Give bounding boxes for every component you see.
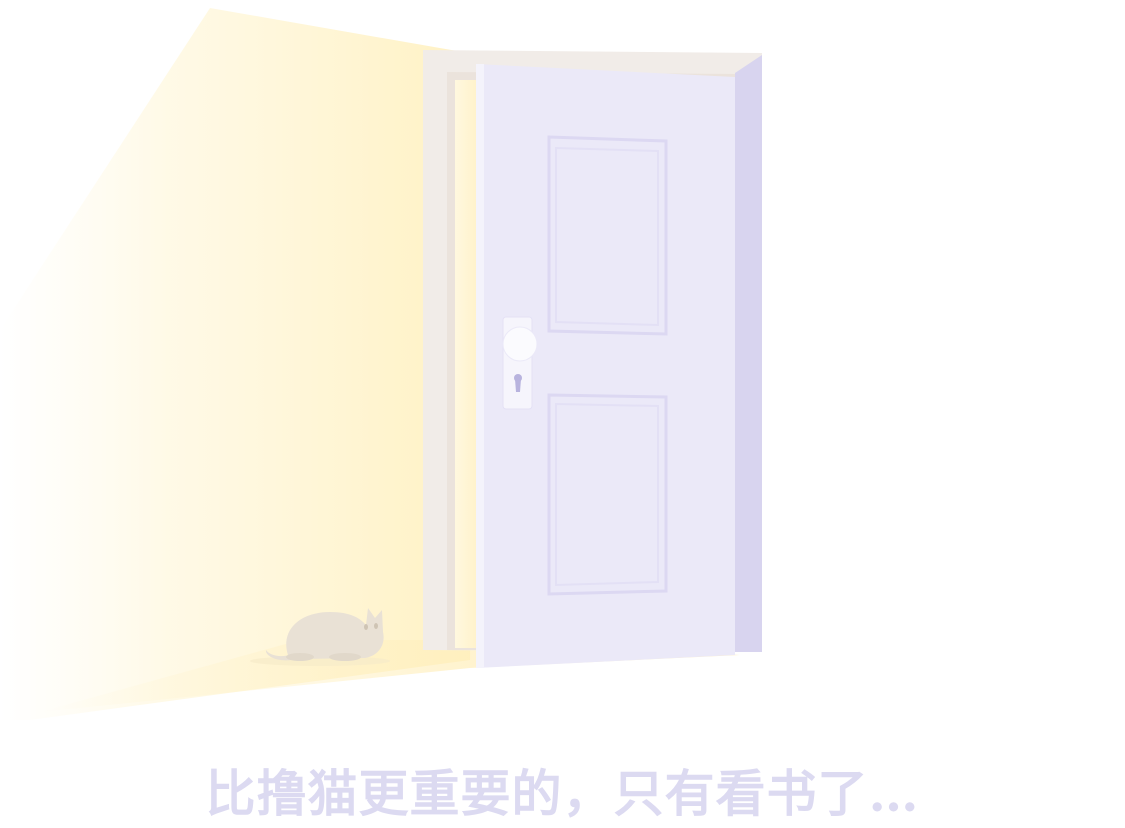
door-gap-light xyxy=(455,80,482,648)
door-edge xyxy=(476,64,484,668)
door-knob xyxy=(502,326,538,362)
cat-icon xyxy=(250,608,390,666)
light-beam xyxy=(0,8,480,720)
frame-right-edge xyxy=(735,55,762,652)
door-slab xyxy=(476,64,735,668)
door-panel-bottom-inner xyxy=(555,402,659,587)
door-panel-top-inner xyxy=(555,146,659,327)
open-door-illustration xyxy=(0,8,762,720)
door-panel-bottom xyxy=(547,393,668,596)
empty-state-message: 比撸猫更重要的，只有看书了… xyxy=(205,764,920,823)
door-panel-top xyxy=(547,135,668,336)
keyhole-icon xyxy=(514,374,522,392)
